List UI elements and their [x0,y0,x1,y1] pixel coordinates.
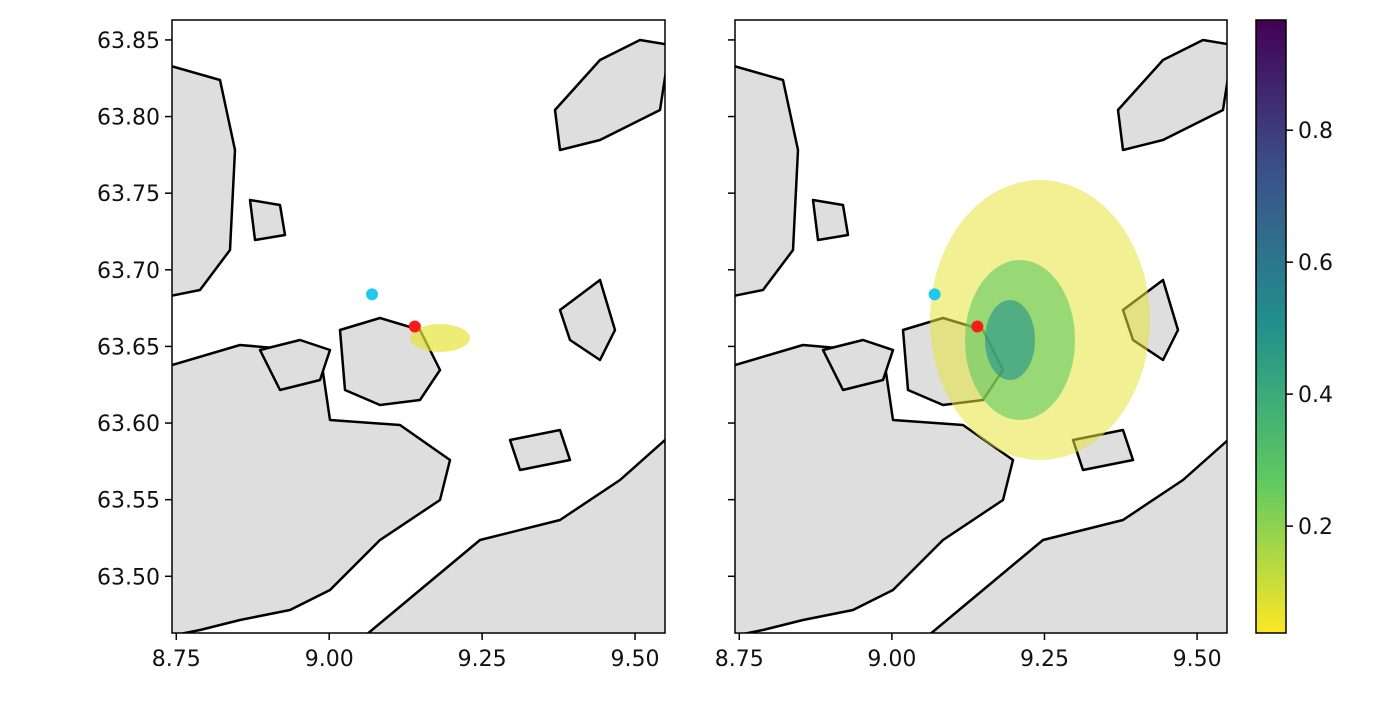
y-tick-label: 63.70 [97,259,160,284]
site-point [366,288,379,301]
y-tick-label: 63.85 [97,29,160,54]
colorbar-tick-label: 0.6 [1298,251,1333,276]
x-tick-label: 9.25 [458,647,507,672]
colorbar-tick-label: 0.2 [1298,515,1333,540]
x-tick-label: 8.75 [152,647,201,672]
y-tick-label: 63.80 [97,106,160,131]
x-tick-label: 9.00 [867,647,916,672]
colorbar-tick-label: 0.4 [1298,383,1333,408]
frame-left [171,19,666,634]
y-tick-label: 63.65 [97,335,160,360]
x-tick-label: 9.00 [305,647,354,672]
x-tick-label: 9.50 [1173,647,1222,672]
y-tick-label: 63.75 [97,182,160,207]
y-tick-label: 63.55 [97,489,160,514]
colorbar-tick-label: 0.8 [1298,119,1333,144]
land-left [172,38,665,633]
x-tick-label: 9.50 [611,647,660,672]
site-point [408,320,421,333]
x-tick-label: 8.75 [715,647,764,672]
frame-right [734,19,1228,634]
x-tick-label: 9.25 [1020,647,1069,672]
site-point [971,320,984,333]
site-point [928,288,941,301]
colorbar [1255,19,1287,634]
y-tick-label: 63.60 [97,412,160,437]
y-tick-label: 63.50 [97,565,160,590]
land-right [735,38,1227,633]
